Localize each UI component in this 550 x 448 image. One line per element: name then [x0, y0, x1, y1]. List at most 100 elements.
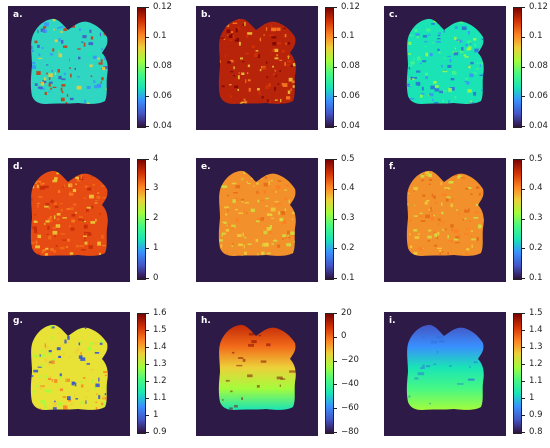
colorbar-tick-label: 1.3: [529, 341, 543, 352]
colorbar-tick-mark: [334, 7, 337, 8]
colorbar-tick-label: 1.5: [529, 307, 543, 318]
colorbar-tick-label: 0.8: [529, 426, 543, 437]
colorbar-tick-label: 2: [153, 213, 159, 223]
colorbar-tick-label: 0.08: [529, 61, 548, 71]
colorbar-tick-mark: [522, 278, 525, 279]
colorbar-tick-mark: [146, 36, 149, 38]
colorbar-tick-mark: [146, 313, 149, 314]
colorbar-tick-mark: [522, 415, 525, 416]
colorbar-tick-mark: [146, 381, 149, 382]
colorbar-tick-mark: [146, 66, 149, 68]
colorbar: [513, 313, 522, 434]
colorbar-tick-mark: [334, 159, 337, 160]
colorbar-tick-label: −60: [341, 402, 359, 413]
colorbar: [137, 7, 146, 128]
colorbar-tick-mark: [334, 432, 337, 433]
colorbar: [325, 7, 334, 128]
colorbar-tick-label: 1: [153, 409, 159, 420]
colorbar-tick-mark: [146, 126, 149, 127]
colorbar-tick-label: 20: [341, 307, 352, 318]
colorbar-tick-label: 1: [529, 392, 535, 403]
colorbar-tick-mark: [146, 248, 149, 250]
colorbar-tick-label: 0.1: [341, 272, 355, 283]
panel-f: f. 0.5 0.4 0.3 0.2 0.1: [384, 154, 544, 290]
colorbar: [513, 159, 522, 280]
colorbar-tick-label: 0.9: [153, 426, 167, 437]
colorbar-tick-mark: [334, 408, 337, 410]
colorbar-tick-label: 1.1: [153, 392, 167, 403]
colorbar-tick-label: 0.5: [341, 153, 355, 164]
panel-label: b.: [201, 10, 211, 20]
panel-i: i. 1.5 1.4 1.3 1.2 1.1 1 0.9 0.8: [384, 307, 544, 444]
colorbar-tick-mark: [522, 126, 525, 127]
colorbar-tick-mark: [522, 36, 525, 38]
colorbar-tick-label: 0.9: [529, 409, 543, 420]
panel-a: a. 0.12 0.1 0.08 0.06 0.04: [8, 2, 172, 138]
colorbar-tick-mark: [146, 330, 149, 331]
map-image: [384, 6, 506, 130]
colorbar-tick-label: 0.08: [341, 61, 360, 71]
colorbar-tick-label: 0.04: [341, 120, 360, 131]
panel-g: g. 1.6 1.5 1.4 1.3 1.2 1.1 1 0.9: [8, 307, 168, 444]
panel-h: h. 20 0 −20 −40 −60 −80: [196, 307, 359, 444]
colorbar-tick-label: 1.4: [153, 341, 167, 352]
colorbar-tick-mark: [522, 218, 525, 220]
panel-b: b. 0.12 0.1 0.08 0.06 0.04: [196, 2, 360, 138]
colorbar-tick-label: −20: [341, 355, 359, 366]
colorbar-tick-label: 0.3: [341, 213, 355, 223]
colorbar-tick-mark: [334, 126, 337, 127]
colorbar-tick-label: 0.04: [153, 120, 172, 131]
colorbar-tick-mark: [334, 96, 337, 98]
panel-d: d. 4 3 2 1 0: [8, 153, 168, 290]
colorbar-tick-label: 0.3: [529, 213, 543, 223]
panel-label: a.: [13, 10, 23, 20]
colorbar-tick-label: 0.1: [529, 31, 543, 42]
colorbar-tick-mark: [334, 248, 337, 250]
colorbar-tick-mark: [522, 364, 525, 365]
colorbar-tick-mark: [522, 159, 525, 160]
colorbar-tick-label: 0.1: [341, 31, 355, 42]
colorbar-tick-label: −80: [341, 426, 359, 437]
map-image: [384, 312, 506, 436]
colorbar-tick-mark: [522, 66, 525, 68]
colorbar-tick-mark: [146, 432, 149, 433]
map-image: [8, 158, 130, 282]
colorbar-tick-mark: [334, 218, 337, 220]
panel-label: e.: [201, 162, 211, 172]
colorbar-tick-mark: [146, 159, 149, 160]
colorbar-tick-label: 0.1: [153, 31, 167, 42]
colorbar-tick-mark: [146, 347, 149, 348]
colorbar-tick-mark: [334, 336, 337, 338]
colorbar-tick-label: 0.06: [529, 90, 548, 101]
map-image: [196, 6, 318, 130]
colorbar-tick-label: 0.08: [153, 61, 172, 71]
panel-e: e. 0.5 0.4 0.3 0.2 0.1: [196, 153, 356, 290]
colorbar-tick-mark: [334, 384, 337, 386]
colorbar-tick-label: 0.12: [341, 1, 360, 12]
colorbar-tick-label: 1.1: [529, 375, 543, 386]
colorbar-tick-mark: [334, 313, 337, 314]
colorbar-tick-mark: [146, 7, 149, 8]
panel-label: d.: [13, 162, 23, 172]
map-image: [384, 158, 506, 282]
colorbar-tick-label: 1.2: [153, 375, 167, 386]
colorbar-tick-mark: [334, 360, 337, 362]
colorbar-tick-mark: [146, 278, 149, 279]
panel-label: h.: [201, 316, 211, 326]
colorbar-tick-mark: [146, 188, 149, 190]
colorbar-tick-label: 4: [153, 153, 159, 164]
panel-c: c. 0.12 0.1 0.08 0.06 0.04: [384, 2, 548, 138]
colorbar-tick-label: 0: [341, 331, 347, 342]
colorbar-tick-mark: [522, 432, 525, 433]
colorbar-tick-label: 0.1: [529, 272, 543, 283]
colorbar-tick-label: 1.6: [153, 307, 167, 318]
colorbar: [137, 313, 146, 434]
map-image: [8, 312, 130, 436]
colorbar-tick-label: 0.06: [153, 90, 172, 101]
colorbar-tick-mark: [334, 66, 337, 68]
colorbar-tick-label: 0.04: [529, 120, 548, 131]
map-image: [8, 6, 130, 130]
colorbar-tick-label: 0.12: [529, 1, 548, 12]
colorbar: [325, 159, 334, 280]
colorbar-tick-label: −40: [341, 378, 359, 389]
